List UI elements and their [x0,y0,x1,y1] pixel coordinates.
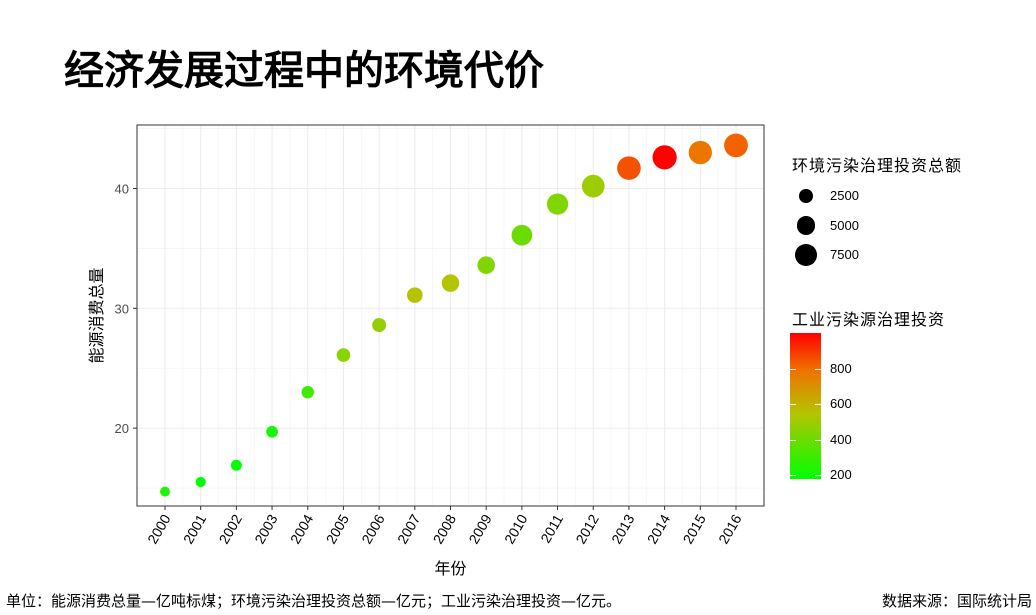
data-point [195,476,206,488]
data-point [511,224,533,246]
color-legend-label: 400 [830,431,852,447]
x-axis-label: 年份 [434,559,466,578]
data-point [477,256,495,274]
y-tick-label: 20 [115,421,129,436]
data-point [688,140,712,165]
data-point [372,318,387,333]
x-tick-label: 2014 [644,511,674,546]
y-axis-label: 能源消费总量 [87,267,106,363]
x-tick-label: 2015 [679,511,709,546]
data-point [652,145,677,170]
color-bar-tick [790,439,796,441]
size-legend-title: 环境污染治理投资总额 [792,156,963,175]
source-note: 数据来源：国际统计局 [881,592,1032,610]
data-point [301,385,314,399]
color-bar-tick [815,439,821,441]
color-legend-label: 600 [830,396,852,412]
color-bar-tick [790,404,796,406]
color-bar-tick [815,404,821,406]
size-legend-dot [795,244,817,266]
data-point [160,486,170,497]
x-tick-label: 2009 [465,511,495,546]
color-bar [790,333,821,479]
x-tick-label: 2013 [608,511,638,546]
data-point [336,348,351,362]
data-point [230,459,242,471]
x-tick-label: 2004 [287,511,317,546]
x-tick-label: 2012 [572,511,602,546]
size-legend-dot [796,216,816,235]
x-tick-label: 2007 [394,511,424,546]
y-tick-label: 30 [115,301,129,316]
chart-title: 经济发展过程中的环境代价 [64,47,544,94]
x-tick-label: 2003 [251,511,281,546]
x-tick-label: 2000 [144,511,174,546]
size-legend-label: 5000 [830,217,859,233]
units-note: 单位：能源消费总量—亿吨标煤；环境污染治理投资总额—亿元；工业污染治理投资—亿元… [6,592,622,610]
color-bar-tick [790,368,796,370]
x-tick-label: 2011 [537,511,566,545]
color-bar-tick [815,475,821,477]
data-point [581,174,605,198]
x-tick-label: 2001 [180,511,210,546]
x-tick-label: 2006 [358,511,388,546]
data-point [266,425,278,438]
size-legend-label: 2500 [830,188,859,203]
data-point [546,193,569,215]
color-legend-label: 800 [830,360,852,376]
data-point [724,133,748,158]
color-bar-tick [815,368,821,370]
x-tick-label: 2002 [216,511,246,546]
data-point [441,274,460,292]
data-point [407,287,423,303]
size-legend-dot [799,189,813,203]
x-tick-label: 2010 [501,511,531,546]
color-bar-tick [790,475,796,477]
y-tick-label: 40 [115,182,129,197]
size-legend-label: 7500 [830,247,859,262]
data-point [617,156,641,180]
x-tick-label: 2008 [430,511,460,546]
color-legend-label: 200 [830,467,852,483]
x-tick-label: 2005 [323,511,353,546]
color-legend-title: 工业污染源治理投资 [792,310,946,329]
x-tick-label: 2016 [715,511,745,546]
